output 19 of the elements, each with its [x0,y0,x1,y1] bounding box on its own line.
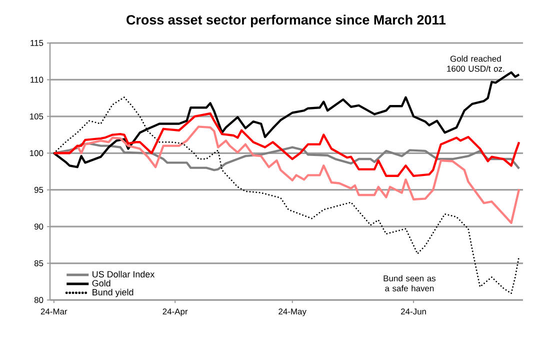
y-tick-label: 115 [30,40,44,46]
annotation: Gold reached 1600 USD/t oz. [447,56,504,72]
x-tick-label: 24-May [278,308,306,316]
y-tick-label: 80 [34,297,44,303]
y-tick-label: 100 [30,150,44,156]
y-tick-label: 110 [30,76,44,83]
y-tick-label: 85 [34,260,44,266]
legend-label: US Dollar Index [92,270,155,278]
y-tick-label: 105 [30,113,44,120]
x-tick-label: 24-Jun [401,308,426,315]
x-tick-label: 24-Mar [40,308,68,315]
chart-title: Cross asset sector performance since March 2011 [126,14,446,28]
y-tick-label: 90 [34,224,44,230]
legend-label: Bund yield [92,288,134,298]
line-series [52,142,520,172]
y-tick-label: 95 [34,186,44,193]
x-tick-label: 24-Apr [162,308,188,316]
legend-label: Gold [92,280,110,286]
annotation: Bund seen as a safe haven [384,275,436,292]
